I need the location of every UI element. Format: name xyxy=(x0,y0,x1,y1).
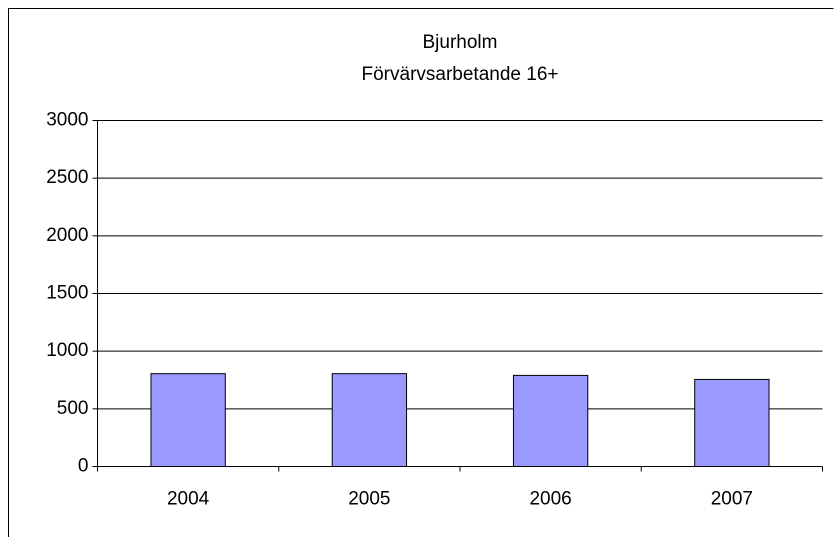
y-tick-label: 500 xyxy=(57,398,89,419)
x-tick-label: 2006 xyxy=(529,489,571,510)
x-tick-label: 2004 xyxy=(167,489,210,510)
chart-title: Bjurholm xyxy=(423,32,498,53)
y-tick-label: 3000 xyxy=(46,110,88,131)
bar xyxy=(512,374,589,467)
y-tick-label: 2000 xyxy=(46,225,88,246)
y-tick-label: 2500 xyxy=(46,167,88,188)
x-tick-label: 2005 xyxy=(348,489,390,510)
y-tick-label: 1000 xyxy=(46,340,88,361)
bar xyxy=(150,373,226,468)
y-tick-label: 0 xyxy=(78,456,89,477)
x-tick-label: 2007 xyxy=(711,489,753,510)
chart-frame xyxy=(8,8,834,537)
y-tick-label: 1500 xyxy=(46,283,88,304)
chart-subtitle: Förvärvsarbetande 16+ xyxy=(362,64,559,85)
bar xyxy=(694,378,770,468)
bar xyxy=(331,373,408,468)
